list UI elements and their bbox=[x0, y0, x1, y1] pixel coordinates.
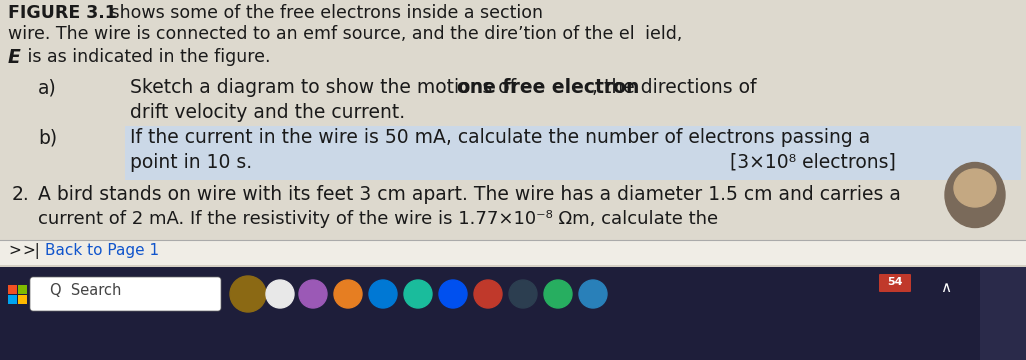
Circle shape bbox=[474, 280, 502, 308]
FancyBboxPatch shape bbox=[8, 285, 17, 294]
FancyBboxPatch shape bbox=[18, 285, 27, 294]
FancyBboxPatch shape bbox=[0, 241, 1026, 265]
FancyBboxPatch shape bbox=[0, 267, 1026, 360]
Text: FIGURE 3.1: FIGURE 3.1 bbox=[8, 4, 117, 22]
Text: one free electron: one free electron bbox=[457, 78, 639, 97]
Text: shows some of the free electrons inside a section: shows some of the free electrons inside … bbox=[105, 4, 587, 22]
Text: wire. The wire is connected to an emf source, and the dire’tion of the el   ield: wire. The wire is connected to an emf so… bbox=[8, 25, 682, 43]
Text: Back to Page 1: Back to Page 1 bbox=[45, 243, 159, 258]
Text: Q  Search: Q Search bbox=[50, 283, 121, 298]
Text: point in 10 s.: point in 10 s. bbox=[130, 153, 252, 172]
Ellipse shape bbox=[945, 162, 1005, 228]
FancyBboxPatch shape bbox=[0, 0, 1026, 255]
Circle shape bbox=[266, 280, 294, 308]
Text: If the current in the wire is 50 mA, calculate the number of electrons passing a: If the current in the wire is 50 mA, cal… bbox=[130, 128, 870, 147]
Circle shape bbox=[509, 280, 537, 308]
Text: a): a) bbox=[38, 78, 56, 97]
FancyBboxPatch shape bbox=[879, 274, 911, 292]
Text: , the directions of: , the directions of bbox=[592, 78, 756, 97]
FancyBboxPatch shape bbox=[980, 267, 1026, 360]
FancyBboxPatch shape bbox=[18, 295, 27, 304]
FancyBboxPatch shape bbox=[125, 126, 1021, 180]
Text: is as indicated in the figure.: is as indicated in the figure. bbox=[22, 48, 271, 66]
Text: Sketch a diagram to show the motions of: Sketch a diagram to show the motions of bbox=[130, 78, 522, 97]
Text: >|: >| bbox=[22, 243, 40, 259]
FancyBboxPatch shape bbox=[8, 295, 17, 304]
Text: ∧: ∧ bbox=[940, 280, 951, 295]
Ellipse shape bbox=[954, 169, 996, 207]
Circle shape bbox=[230, 276, 266, 312]
Circle shape bbox=[369, 280, 397, 308]
Circle shape bbox=[579, 280, 607, 308]
Text: drift velocity and the current.: drift velocity and the current. bbox=[130, 103, 405, 122]
Text: E: E bbox=[8, 48, 21, 67]
Circle shape bbox=[544, 280, 573, 308]
Text: 2.: 2. bbox=[12, 185, 30, 204]
Circle shape bbox=[334, 280, 362, 308]
Circle shape bbox=[404, 280, 432, 308]
Text: >: > bbox=[8, 243, 21, 258]
Text: A bird stands on wire with its feet 3 cm apart. The wire has a diameter 1.5 cm a: A bird stands on wire with its feet 3 cm… bbox=[38, 185, 901, 204]
FancyBboxPatch shape bbox=[30, 277, 221, 311]
Text: 54: 54 bbox=[887, 277, 903, 287]
Text: [3×10⁸ electrons]: [3×10⁸ electrons] bbox=[731, 152, 896, 171]
Circle shape bbox=[299, 280, 327, 308]
Text: b): b) bbox=[38, 128, 57, 147]
Circle shape bbox=[439, 280, 467, 308]
Text: current of 2 mA. If the resistivity of the wire is 1.77×10⁻⁸ Ωm, calculate the: current of 2 mA. If the resistivity of t… bbox=[38, 210, 718, 228]
